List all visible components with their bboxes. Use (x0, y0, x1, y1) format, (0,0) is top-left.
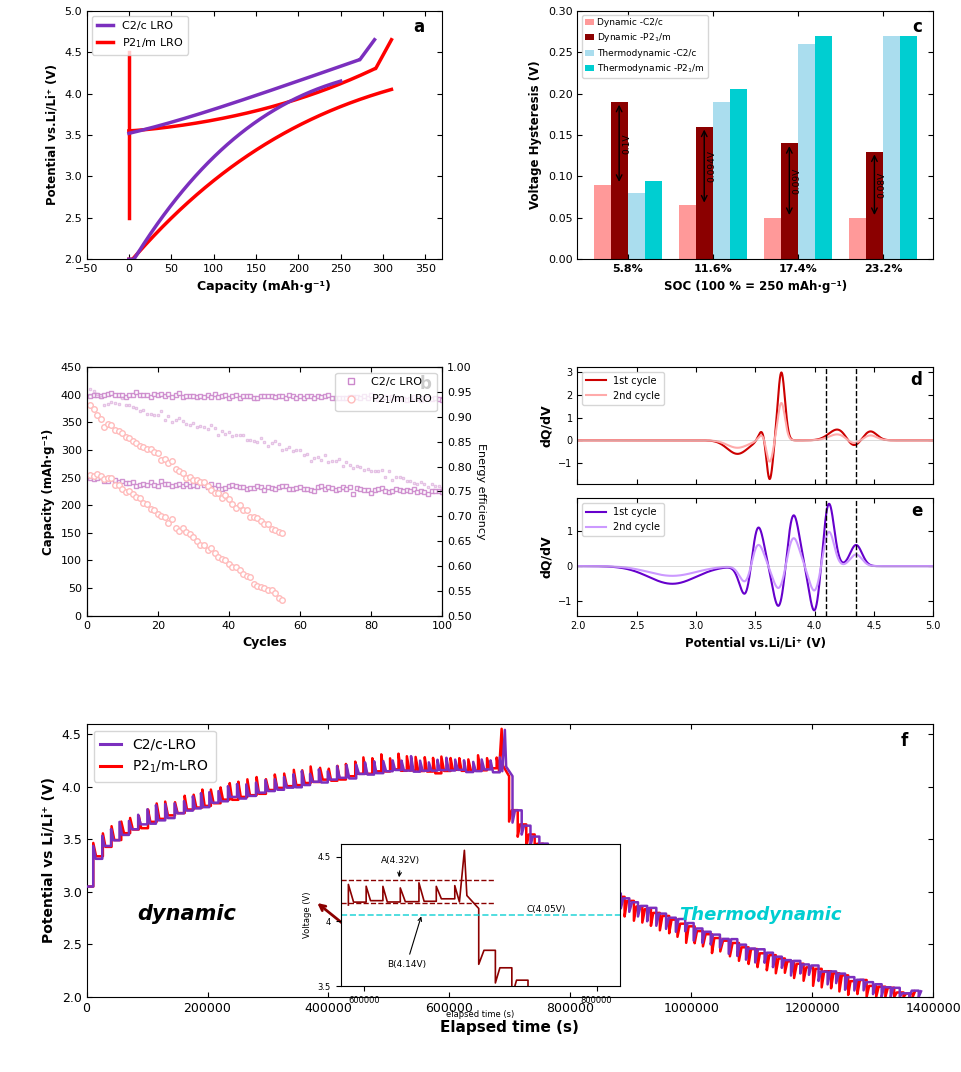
Bar (593, 184, 610, 259)
1st cycle (571, 560, 582, 572)
2nd cycle (926, 560, 938, 572)
X-axis label: Cycles: Cycles (242, 636, 286, 650)
2nd cycle (744, 562, 755, 575)
Bar (865, 151, 882, 259)
Legend: C2/c LRO, P2$_1$/m LRO: C2/c LRO, P2$_1$/m LRO (335, 373, 436, 411)
Text: a: a (413, 18, 424, 36)
Text: 0.08V: 0.08V (877, 172, 886, 198)
2nd cycle (851, 435, 863, 448)
Bar (899, 35, 916, 259)
1st cycle (589, 434, 601, 447)
1st cycle (851, 539, 863, 552)
Line: 1st cycle: 1st cycle (577, 504, 932, 610)
1st cycle (926, 560, 938, 572)
Bar (763, 218, 780, 259)
X-axis label: SOC (100 % = 250 mAh·g⁻¹): SOC (100 % = 250 mAh·g⁻¹) (663, 280, 846, 293)
Bar (712, 102, 729, 259)
X-axis label: Elapsed time (s): Elapsed time (s) (440, 1021, 579, 1036)
Legend: Dynamic -C2/c, Dynamic -P2$_1$/m, Thermodynamic -C2/c, Thermodynamic -P2$_1$/m: Dynamic -C2/c, Dynamic -P2$_1$/m, Thermo… (581, 15, 707, 78)
2nd cycle (916, 560, 927, 572)
Bar (814, 35, 831, 259)
1st cycle (734, 447, 746, 460)
X-axis label: Potential vs.Li/Li⁺ (V): Potential vs.Li/Li⁺ (V) (684, 636, 825, 650)
Line: 2nd cycle: 2nd cycle (577, 532, 932, 591)
1st cycle (916, 434, 927, 447)
1st cycle (916, 560, 927, 572)
X-axis label: Capacity (mAh·g⁻¹): Capacity (mAh·g⁻¹) (197, 280, 331, 293)
Y-axis label: dQ/dV: dQ/dV (539, 404, 553, 447)
Text: 0.094V: 0.094V (707, 150, 716, 182)
1st cycle (763, 473, 775, 486)
Line: 2nd cycle: 2nd cycle (577, 403, 932, 462)
Text: b: b (419, 374, 431, 392)
1st cycle (926, 434, 938, 447)
2nd cycle (823, 525, 834, 538)
2nd cycle (734, 441, 746, 453)
2nd cycle (734, 572, 746, 585)
Text: Thermodynamic: Thermodynamic (678, 907, 841, 924)
2nd cycle (917, 434, 928, 447)
Y-axis label: Voltage Hysteresis (V): Voltage Hysteresis (V) (529, 61, 542, 209)
Bar (882, 35, 899, 259)
Y-axis label: dQ/dV: dQ/dV (539, 536, 553, 579)
Bar (678, 206, 695, 259)
1st cycle (744, 563, 755, 576)
Bar (695, 126, 712, 259)
2nd cycle (589, 560, 601, 572)
Legend: C2/c-LRO, P2$_1$/m-LRO: C2/c-LRO, P2$_1$/m-LRO (93, 730, 215, 781)
Text: e: e (910, 502, 922, 520)
2nd cycle (571, 560, 582, 572)
2nd cycle (571, 434, 582, 447)
2nd cycle (917, 560, 928, 572)
2nd cycle (763, 456, 775, 468)
Bar (729, 89, 746, 259)
1st cycle (775, 366, 786, 378)
1st cycle (571, 434, 582, 447)
2nd cycle (775, 397, 786, 410)
Text: f: f (899, 732, 907, 749)
Y-axis label: Potential vs.Li/Li⁺ (V): Potential vs.Li/Li⁺ (V) (45, 64, 59, 206)
Text: 0.09V: 0.09V (792, 167, 801, 194)
2nd cycle (589, 434, 601, 447)
Bar (610, 102, 627, 259)
1st cycle (917, 434, 928, 447)
2nd cycle (744, 437, 755, 450)
Text: dynamic: dynamic (137, 905, 236, 924)
Text: d: d (910, 371, 922, 389)
Legend: 1st cycle, 2nd cycle: 1st cycle, 2nd cycle (581, 372, 664, 404)
Text: 0.1V: 0.1V (622, 133, 630, 153)
2nd cycle (851, 549, 863, 562)
Bar (797, 44, 814, 259)
Y-axis label: Capacity (mAh·g⁻¹): Capacity (mAh·g⁻¹) (42, 429, 55, 554)
2nd cycle (807, 584, 819, 597)
Bar (644, 180, 661, 259)
Text: c: c (912, 18, 922, 36)
Bar (627, 193, 644, 259)
Bar (780, 144, 797, 259)
Y-axis label: Energy efficiency: Energy efficiency (476, 443, 485, 539)
Legend: C2/c LRO, P2$_1$/m LRO: C2/c LRO, P2$_1$/m LRO (92, 16, 187, 55)
1st cycle (807, 604, 819, 616)
Bar (848, 218, 865, 259)
1st cycle (744, 440, 755, 452)
Line: 1st cycle: 1st cycle (577, 372, 932, 479)
2nd cycle (926, 434, 938, 447)
2nd cycle (916, 434, 927, 447)
1st cycle (589, 560, 601, 572)
1st cycle (734, 582, 746, 595)
1st cycle (823, 497, 834, 510)
Legend: 1st cycle, 2nd cycle: 1st cycle, 2nd cycle (581, 504, 664, 536)
Y-axis label: Potential vs Li/Li⁺ (V): Potential vs Li/Li⁺ (V) (42, 777, 57, 943)
1st cycle (917, 560, 928, 572)
1st cycle (851, 437, 863, 450)
